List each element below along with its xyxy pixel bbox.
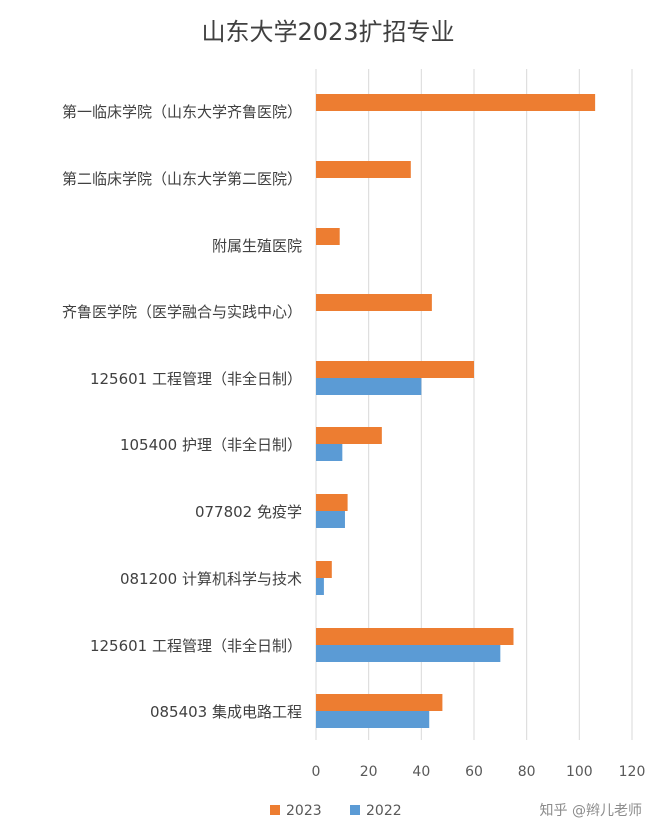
bar-2022: [316, 444, 343, 461]
x-tick-label: 0: [312, 764, 321, 780]
bar-2023: [316, 361, 474, 378]
bar-2022: [316, 378, 422, 395]
x-tick-label: 100: [566, 764, 593, 780]
bar-2023: [316, 427, 382, 444]
category-label: 081200 计算机科学与技术: [120, 570, 302, 588]
category-label: 125601 工程管理（非全日制）: [90, 370, 302, 388]
category-label: 第一临床学院（山东大学齐鲁医院）: [62, 103, 302, 121]
legend-label: 2023: [286, 803, 322, 819]
bar-2023: [316, 294, 432, 311]
bar-2022: [316, 578, 324, 595]
x-tick-label: 60: [465, 764, 483, 780]
watermark: 知乎 @辫儿老师: [539, 803, 642, 819]
bar-2022: [316, 645, 501, 662]
x-tick-label: 120: [619, 764, 646, 780]
bar-2023: [316, 94, 596, 111]
category-label: 第二临床学院（山东大学第二医院）: [62, 170, 302, 188]
bar-2023: [316, 494, 348, 511]
category-label: 齐鲁医学院（医学融合与实践中心）: [62, 303, 302, 321]
x-tick-label: 40: [412, 764, 430, 780]
chart-title: 山东大学2023扩招专业: [201, 18, 455, 46]
legend-swatch-2022: [350, 805, 360, 815]
bar-2023: [316, 228, 340, 245]
category-label: 085403 集成电路工程: [150, 703, 302, 721]
bar-2023: [316, 161, 411, 178]
category-label: 附属生殖医院: [212, 237, 302, 255]
category-label: 125601 工程管理（非全日制）: [90, 637, 302, 655]
category-label: 077802 免疫学: [195, 503, 302, 521]
bar-2023: [316, 628, 514, 645]
bar-2023: [316, 694, 443, 711]
category-label: 105400 护理（非全日制）: [120, 436, 302, 454]
legend-label: 2022: [366, 803, 402, 819]
legend-swatch-2023: [270, 805, 280, 815]
x-tick-label: 80: [518, 764, 536, 780]
bar-2022: [316, 511, 345, 528]
bar-2022: [316, 711, 430, 728]
x-tick-label: 20: [360, 764, 378, 780]
bar-2023: [316, 561, 332, 578]
